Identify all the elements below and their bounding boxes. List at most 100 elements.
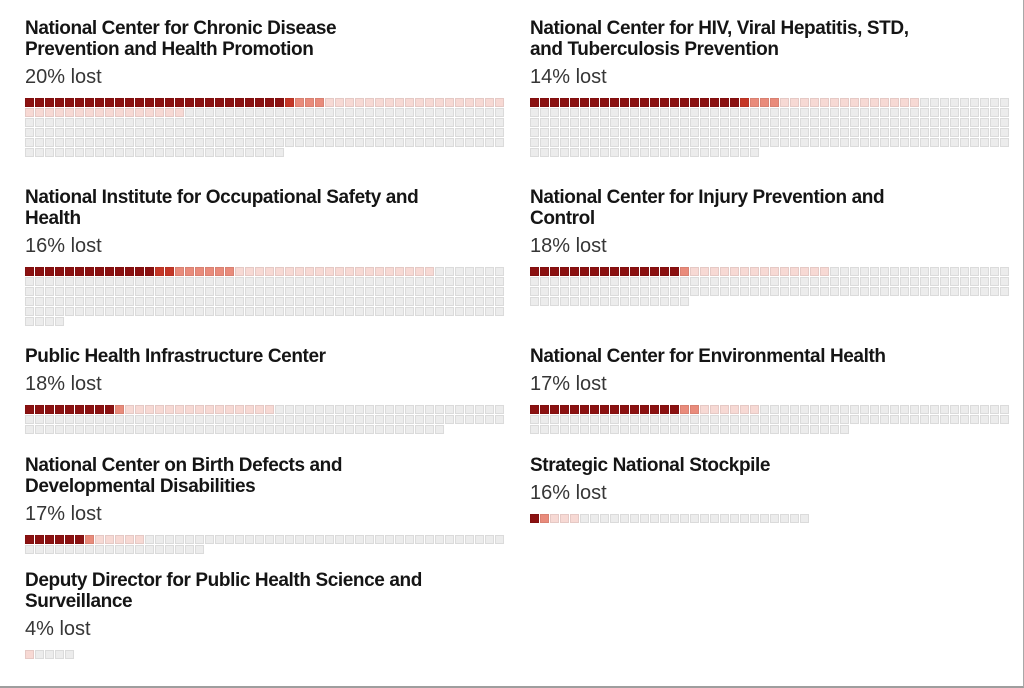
waffle-cell [580,277,589,286]
waffle-cell [145,277,154,286]
waffle-cell [245,297,254,306]
waffle-cell [590,108,599,117]
waffle-cell [465,415,474,424]
waffle-cell [65,297,74,306]
waffle-cell [35,425,44,434]
waffle-cell [135,267,144,276]
waffle-cell [630,514,639,523]
waffle-cell [405,405,414,414]
waffle-cell [990,108,999,117]
waffle-cell [485,138,494,147]
center-title: National Center on Birth Defects and Dev… [25,455,343,497]
waffle-cell [910,138,919,147]
waffle-cell [740,405,749,414]
waffle-cell [1000,98,1009,107]
waffle-cell [315,415,324,424]
waffle-cell [760,514,769,523]
waffle-cell [680,128,689,137]
waffle-cell [690,118,699,127]
waffle-cell [1000,267,1009,276]
waffle-cell [185,545,194,554]
waffle-cell [65,545,74,554]
waffle-cell [560,277,569,286]
waffle-cell [710,277,719,286]
waffle-cell [770,415,779,424]
waffle-cell [305,415,314,424]
waffle-cell [75,128,84,137]
waffle-cell [830,287,839,296]
waffle-cell [65,425,74,434]
waffle-cell [640,138,649,147]
waffle-cell [810,108,819,117]
waffle-cell [325,118,334,127]
waffle-cell [65,535,74,544]
waffle-cell [930,287,939,296]
waffle-cell [165,138,174,147]
waffle-cell [255,405,264,414]
waffle-cell [395,98,404,107]
waffle-cell [750,277,759,286]
waffle-cell [690,138,699,147]
waffle-cell [205,267,214,276]
waffle-cell [225,307,234,316]
waffle-cell [265,138,274,147]
waffle-cell [870,267,879,276]
waffle-cell [355,425,364,434]
waffle-cell [225,425,234,434]
waffle-cell [590,118,599,127]
waffle-cell [980,415,989,424]
waffle-cell [145,535,154,544]
waffle-cell [660,138,669,147]
waffle-cell [760,405,769,414]
waffle-cell [265,415,274,424]
waffle-cell [850,108,859,117]
waffle-cell [600,297,609,306]
waffle-cell [25,287,34,296]
waffle-cell [55,545,64,554]
waffle-cell [35,545,44,554]
waffle-cell [570,98,579,107]
waffle-cell [235,148,244,157]
waffle-cell [365,405,374,414]
waffle-cell [610,287,619,296]
waffle-cell [95,405,104,414]
waffle-cell [395,108,404,117]
waffle-cell [800,405,809,414]
waffle-cell [800,108,809,117]
waffle-cell [830,138,839,147]
waffle-cell [800,118,809,127]
waffle-cell [780,128,789,137]
waffle-cell [75,307,84,316]
waffle-cell [455,138,464,147]
waffle-cell [880,287,889,296]
waffle-cell [95,535,104,544]
waffle-cell [25,297,34,306]
waffle-cell [265,98,274,107]
waffle-cell [730,405,739,414]
waffle-cell [435,535,444,544]
waffle-cell [225,297,234,306]
waffle-cell [425,118,434,127]
waffle-cell [155,297,164,306]
waffle-cell [950,287,959,296]
waffle-cell [800,138,809,147]
waffle-cell [860,98,869,107]
waffle-cell [315,307,324,316]
waffle-cell [630,405,639,414]
waffle-cell [405,98,414,107]
waffle-cell [840,138,849,147]
waffle-cell [750,415,759,424]
waffle-cell [185,287,194,296]
waffle-cell [65,307,74,316]
waffle-cell [850,98,859,107]
waffle-cell [770,138,779,147]
waffle-cell [630,108,639,117]
waffle-cell [95,425,104,434]
waffle-cell [910,405,919,414]
waffle-cell [465,307,474,316]
center-title: Deputy Director for Public Health Scienc… [25,570,422,612]
waffle-cell [580,118,589,127]
waffle-cell [255,425,264,434]
waffle-cell [485,307,494,316]
waffle-cell [730,108,739,117]
